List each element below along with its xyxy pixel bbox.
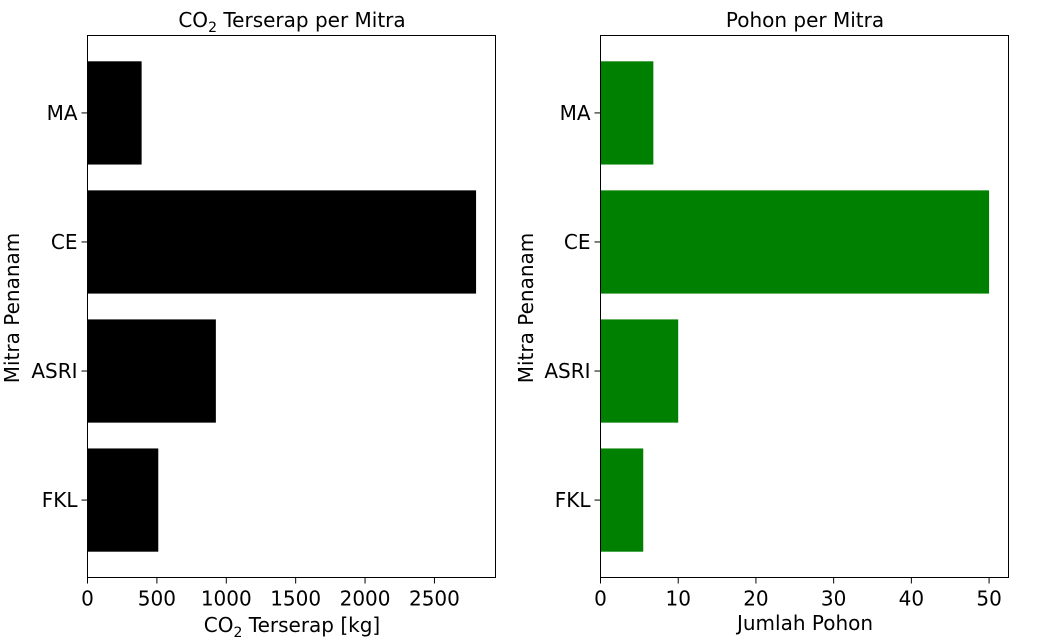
co2-bar-asri [87, 319, 216, 423]
trees-bar-asri [600, 319, 679, 423]
co2-chart: CO2 Terserap per Mitra FKL ASRI CE MA 0 500 1… [0, 8, 496, 638]
co2-x-tick-label: 1500 [270, 587, 321, 611]
trees-x-axis-label: Jumlah Pohon [735, 611, 873, 635]
co2-x-ticks: 0 500 1000 1500 2000 2500 [81, 577, 460, 611]
trees-y-axis-label: Mitra Penanam [514, 233, 538, 384]
co2-chart-title: CO2 Terserap per Mitra [178, 8, 405, 36]
trees-bar-ce [600, 190, 990, 294]
co2-y-axis-label: Mitra Penanam [0, 233, 24, 384]
co2-x-tick-label: 2500 [409, 587, 460, 611]
trees-x-tick-label: 30 [821, 587, 846, 611]
co2-x-tick-label: 500 [138, 587, 176, 611]
trees-x-ticks: 0 10 20 30 40 50 [594, 577, 1002, 611]
trees-bar-ma [600, 61, 654, 165]
co2-y-tick-label: MA [47, 101, 78, 125]
co2-x-tick-label: 0 [81, 587, 94, 611]
co2-y-ticks: FKL ASRI CE MA [31, 101, 88, 512]
co2-x-axis-label: CO2 Terserap [kg] [204, 613, 380, 638]
co2-y-tick-label: CE [51, 230, 78, 254]
trees-chart-title: Pohon per Mitra [726, 8, 884, 32]
co2-y-tick-label: FKL [42, 488, 79, 512]
trees-y-tick-label: FKL [555, 488, 592, 512]
co2-x-tick-label: 1000 [201, 587, 252, 611]
trees-y-ticks: FKL ASRI CE MA [544, 101, 601, 512]
trees-x-tick-label: 10 [665, 587, 690, 611]
trees-y-tick-label: MA [560, 101, 591, 125]
co2-plot-frame [87, 35, 496, 578]
trees-x-tick-label: 20 [743, 587, 768, 611]
trees-y-tick-label: ASRI [544, 359, 590, 383]
trees-x-tick-label: 40 [899, 587, 924, 611]
co2-bar-fkl [87, 448, 159, 552]
co2-bars [87, 61, 477, 552]
trees-x-tick-label: 0 [594, 587, 607, 611]
trees-bar-fkl [600, 448, 644, 552]
co2-x-tick-label: 2000 [340, 587, 391, 611]
co2-bar-ma [87, 61, 142, 165]
co2-bar-ce [87, 190, 477, 294]
trees-bars [600, 61, 990, 552]
trees-x-tick-label: 50 [976, 587, 1001, 611]
trees-plot-frame [600, 35, 1009, 578]
co2-y-tick-label: ASRI [31, 359, 77, 383]
trees-y-tick-label: CE [564, 230, 591, 254]
